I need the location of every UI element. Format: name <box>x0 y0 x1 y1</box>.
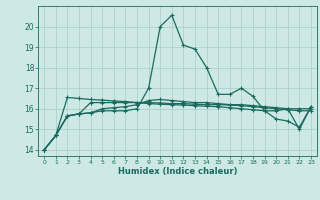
X-axis label: Humidex (Indice chaleur): Humidex (Indice chaleur) <box>118 167 237 176</box>
